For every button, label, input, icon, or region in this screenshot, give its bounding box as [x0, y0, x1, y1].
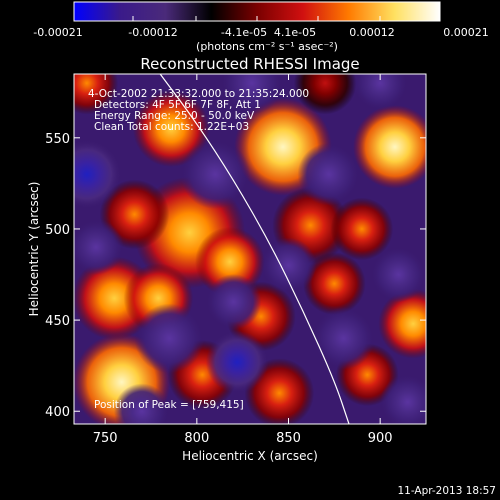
- emission-blob-10: [330, 197, 394, 261]
- negative-blob-27: [370, 246, 426, 303]
- negative-blob-20: [205, 330, 269, 394]
- colorbar-tick-label-5: 0.00021: [443, 26, 489, 39]
- negative-blob-32: [74, 219, 124, 276]
- y-tick-label: 400: [45, 405, 70, 420]
- info-line-detectors: Detectors: 4F 5F 6F 7F 8F, Att 1: [94, 99, 261, 111]
- negative-blob-30: [379, 374, 426, 424]
- colorbar-tick-label-3: 4.1e-05: [274, 26, 316, 39]
- y-tick-label: 500: [45, 223, 70, 238]
- negative-blob-28: [205, 273, 262, 330]
- x-tick-label: 800: [184, 431, 209, 446]
- y-axis-label: Heliocentric Y (arcsec): [27, 182, 41, 317]
- emission-blob-17: [74, 74, 119, 115]
- plot-frame: [73, 73, 427, 425]
- negative-blob-26: [312, 306, 375, 370]
- emission-blob-12: [302, 252, 366, 315]
- negative-blob-21: [180, 139, 250, 210]
- x-tick-label: 850: [276, 431, 301, 446]
- colorbar-tick-label-1: -0.00012: [128, 26, 177, 39]
- y-axis-ticks: 400 450 500 550: [45, 132, 426, 420]
- info-line-clean: Clean Total counts: 1.22E+03: [94, 121, 249, 133]
- negative-blob-22: [297, 142, 361, 206]
- y-tick-label: 550: [45, 132, 70, 147]
- x-tick-label: 750: [93, 431, 118, 446]
- negative-blob-19: [74, 139, 122, 210]
- emission-blob-2: [353, 105, 426, 189]
- emission-blob-18: [293, 74, 357, 115]
- emission-blob-3: [132, 90, 210, 168]
- info-line-energy: Energy Range: 25.0 - 50.0 keV: [94, 110, 255, 122]
- info-line-time: 4-Oct-2002 21:33:32.000 to 21:35:24.000: [88, 88, 309, 100]
- x-axis-label: Heliocentric X (arcsec): [182, 449, 318, 463]
- chart-title: Reconstructed RHESSI Image: [140, 55, 359, 73]
- colorbar-tick-label-4: 0.00012: [349, 26, 395, 39]
- colorbar-tick-label-0: -0.00021: [33, 26, 82, 39]
- negative-blob-29: [113, 383, 170, 424]
- colorbar-unit-label: (photons cm⁻² s⁻¹ asec⁻²): [196, 40, 338, 53]
- colorbar-ticks: [132, 16, 381, 21]
- negative-blob-24: [352, 74, 409, 111]
- x-axis-ticks: 750 800 850 900: [93, 74, 393, 446]
- negative-blob-31: [260, 237, 317, 294]
- negative-blob-25: [134, 303, 205, 374]
- solar-limb-curve: [159, 74, 350, 424]
- footer-timestamp: 11-Apr-2013 18:57: [397, 485, 496, 497]
- peak-position-label: Position of Peak = [759,415]: [94, 399, 244, 411]
- colorbar-tick-label-2: -4.1e-05: [221, 26, 267, 39]
- y-tick-label: 450: [45, 314, 70, 329]
- negative-blob-23: [220, 74, 284, 115]
- emission-blob-13: [378, 288, 426, 359]
- heatmap-layer: [74, 74, 426, 424]
- x-tick-label: 900: [368, 431, 393, 446]
